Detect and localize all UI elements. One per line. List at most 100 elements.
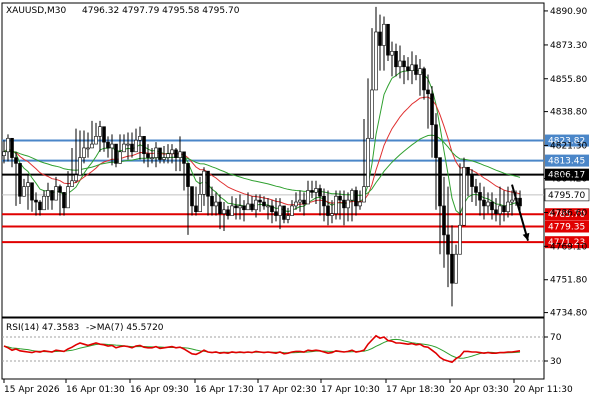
candle-body-101 (406, 66, 410, 71)
ohlc-header: 4796.32 4797.79 4795.58 4795.70 (82, 6, 240, 16)
candle-body-103 (414, 64, 418, 75)
candle-body-44 (178, 151, 182, 158)
candle-60 (242, 200, 246, 222)
candle-71 (286, 207, 290, 224)
candle-body-87 (350, 190, 354, 201)
candle-70 (282, 205, 286, 224)
candle-101 (406, 57, 410, 81)
candle-14 (58, 184, 62, 216)
candle-117 (470, 169, 474, 203)
candle-81 (326, 190, 330, 226)
level-label-3: 4785.70 (548, 210, 585, 220)
candle-118 (474, 178, 478, 206)
candle-116 (466, 166, 470, 197)
candle-40 (162, 146, 166, 164)
candle-body-74 (298, 199, 302, 203)
rsi-header: RSI(14) 47.3583 (6, 323, 79, 333)
candle-body-100 (402, 60, 406, 68)
y-tick-label-1: 4873.30 (550, 41, 587, 51)
candle-26 (106, 136, 110, 158)
candle-body-2 (10, 137, 14, 158)
candle-body-95 (382, 23, 386, 46)
candle-104 (418, 59, 422, 96)
candle-body-27 (110, 143, 114, 149)
candle-97 (390, 41, 394, 77)
candle-body-86 (346, 199, 350, 209)
candle-body-51 (206, 170, 210, 197)
candle-122 (490, 192, 494, 220)
candle-body-34 (138, 136, 142, 141)
candle-16 (66, 171, 70, 209)
candle-body-16 (66, 186, 70, 209)
candle-21 (86, 132, 90, 158)
candle-50 (202, 167, 206, 206)
candle-body-17 (70, 180, 74, 187)
candle-32 (130, 132, 134, 158)
candle-84 (338, 190, 342, 220)
candle-body-13 (54, 186, 58, 201)
candle-body-37 (150, 157, 154, 159)
candle-119 (478, 182, 482, 216)
candle-body-7 (30, 182, 34, 201)
candle-body-64 (258, 199, 262, 203)
candle-35 (142, 136, 146, 164)
candle-86 (346, 192, 350, 222)
candle-95 (382, 16, 386, 71)
x-tick-label-4: 17 Apr 02:30 (258, 385, 317, 395)
candle-body-59 (238, 205, 242, 209)
projection-arrow-line (511, 184, 529, 241)
projection-arrow-head (522, 232, 530, 241)
candle-body-18 (74, 174, 78, 182)
rsi-ma-line (3, 338, 521, 359)
candle-43 (174, 147, 178, 172)
price-levels: 4823.82 4813.45 4806.17 4785.70 4779.35 4771.… (2, 134, 590, 249)
chart-header: XAUUSD,M30 4796.32 4797.79 4795.58 4795.… (6, 6, 240, 333)
level-tag-0 (545, 134, 589, 147)
candle-64 (258, 194, 262, 212)
candle-body-4 (18, 163, 22, 197)
candle-93 (374, 6, 378, 91)
candle-25 (102, 126, 106, 152)
candle-body-39 (158, 147, 162, 160)
candle-body-35 (142, 136, 146, 155)
ma-fast (3, 69, 521, 215)
y-tick-label-0: 4890.90 (550, 7, 587, 17)
candle-body-42 (170, 149, 174, 155)
candle-6 (26, 174, 30, 210)
current-price-tag (544, 188, 590, 202)
candle-79 (318, 184, 322, 216)
x-tick-label-0: 15 Apr 2026 (4, 385, 60, 395)
candle-body-8 (34, 199, 38, 203)
candle-body-120 (482, 199, 486, 207)
candle-body-114 (458, 224, 462, 255)
candle-body-117 (470, 174, 474, 187)
candle-body-56 (226, 209, 230, 216)
candle-107 (430, 86, 434, 158)
candle-body-82 (330, 213, 334, 216)
candle-body-83 (334, 195, 338, 214)
candle-body-25 (102, 126, 106, 143)
candle-body-110 (442, 205, 446, 236)
candle-9 (38, 200, 42, 216)
candle-body-28 (114, 143, 118, 164)
candle-62 (250, 196, 254, 212)
candle-103 (414, 55, 418, 81)
candle-body-30 (122, 143, 126, 153)
candle-3 (14, 151, 18, 206)
candle-4 (18, 163, 22, 204)
candle-99 (398, 45, 402, 79)
rsi-tick-label-1: 30 (550, 357, 562, 367)
candle-41 (166, 144, 170, 164)
candle-body-14 (58, 186, 62, 193)
candlesticks (2, 6, 530, 307)
candle-body-53 (214, 201, 218, 207)
candle-55 (222, 202, 226, 232)
candle-body-55 (222, 209, 226, 214)
ma-medium (3, 96, 521, 206)
candle-37 (150, 147, 154, 164)
candle-124 (498, 186, 502, 226)
candle-30 (122, 134, 126, 153)
candle-85 (342, 190, 346, 226)
candle-body-29 (118, 151, 122, 164)
candle-53 (214, 192, 218, 216)
